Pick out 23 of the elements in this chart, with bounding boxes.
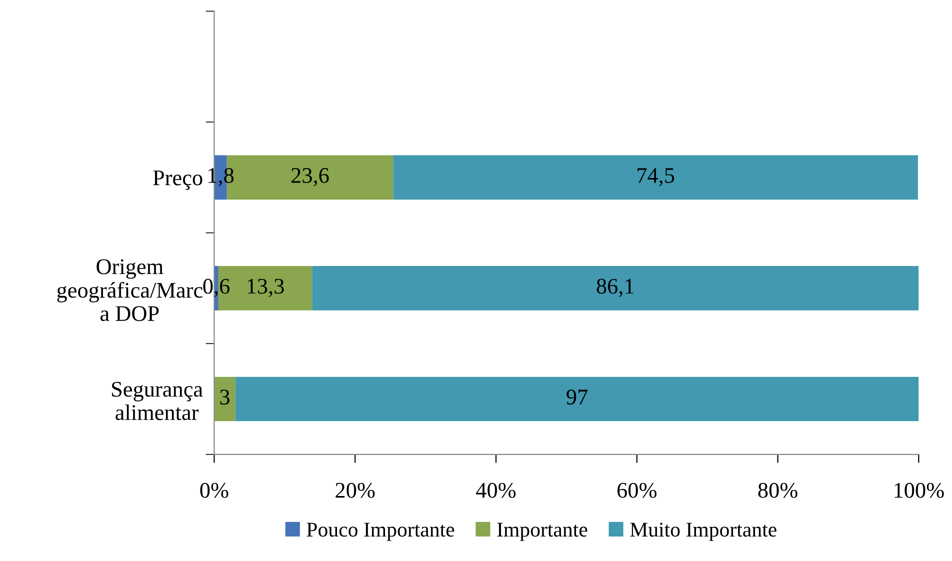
bar: [214, 376, 236, 422]
x-tick-label: 80%: [758, 482, 798, 498]
data-label: 3: [220, 390, 230, 405]
x-tick-label: 60%: [617, 482, 656, 498]
data-label: 23,6: [292, 168, 329, 186]
x-tick-label: 40%: [476, 482, 516, 498]
legend-label: Pouco Importante: [306, 522, 454, 541]
x-tick-label: 0%: [200, 482, 228, 498]
x-tick-label: 20%: [336, 482, 375, 498]
y-tick-label: Preço: [153, 170, 202, 190]
legend-label: Importante: [497, 522, 588, 541]
data-label: 97: [566, 390, 588, 405]
bar: [393, 155, 918, 200]
bar: [312, 266, 919, 310]
legend-label: Muito Importante: [630, 522, 776, 541]
data-label: 86,1: [596, 278, 634, 297]
y-tick-label: Origem geográfica/Marc a DOP: [57, 259, 202, 322]
y-tick-label: Segurança alimentar: [112, 382, 203, 420]
x-tick-label: 100%: [894, 482, 944, 498]
data-label: 0,6: [203, 278, 230, 297]
data-label: 74,5: [638, 168, 674, 186]
bar: [235, 376, 919, 422]
data-label: 13,3: [248, 278, 284, 297]
